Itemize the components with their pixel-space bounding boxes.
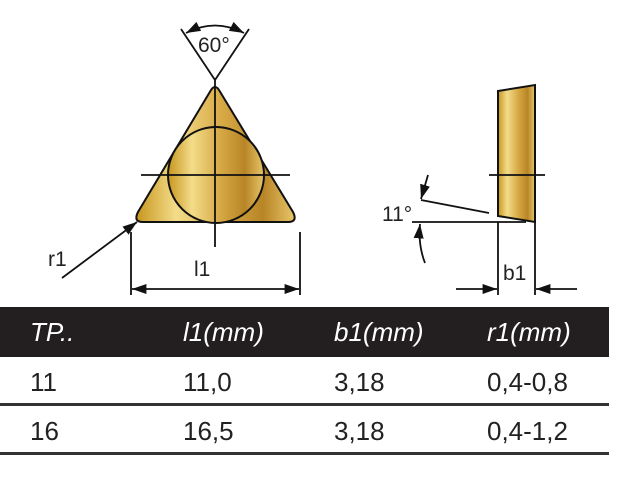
r1-label: r1 <box>48 248 67 271</box>
cell-type: 11 <box>30 367 57 397</box>
cell-r1: 0,4-1,2 <box>487 416 568 446</box>
cell-l1: 11,0 <box>183 367 232 397</box>
r1-leader <box>61 221 138 279</box>
header-r1: r1(mm) <box>487 317 571 347</box>
header-b1: b1(mm) <box>334 317 424 347</box>
l1-label: l1 <box>194 258 210 281</box>
b1-label: b1 <box>503 262 526 285</box>
header-type: TP.. <box>30 317 75 347</box>
insert-drawing: 60° r1 l1 11° b1 <box>48 21 577 295</box>
header-l1: l1(mm) <box>183 317 264 347</box>
cell-type: 16 <box>30 416 59 446</box>
l1-dimension <box>130 232 301 295</box>
angle-60-marker <box>180 21 250 81</box>
table-row: 11 11,0 3,18 0,4-0,8 <box>0 357 609 406</box>
dimensions-table: TP.. l1(mm) b1(mm) r1(mm) 11 11,0 3,18 0… <box>0 307 609 455</box>
clearance-angle-label: 11° <box>382 203 412 226</box>
cell-l1: 16,5 <box>183 416 234 446</box>
angle-60-label: 60° <box>198 34 230 57</box>
cell-b1: 3,18 <box>334 416 385 446</box>
table-header: TP.. l1(mm) b1(mm) r1(mm) <box>0 307 609 357</box>
b1-dimension <box>456 222 577 295</box>
cell-b1: 3,18 <box>334 367 385 397</box>
insert-side-view <box>497 83 536 224</box>
cell-r1: 0,4-0,8 <box>487 367 568 397</box>
clearance-angle-marker <box>412 174 526 264</box>
table-row: 16 16,5 3,18 0,4-1,2 <box>0 406 609 455</box>
